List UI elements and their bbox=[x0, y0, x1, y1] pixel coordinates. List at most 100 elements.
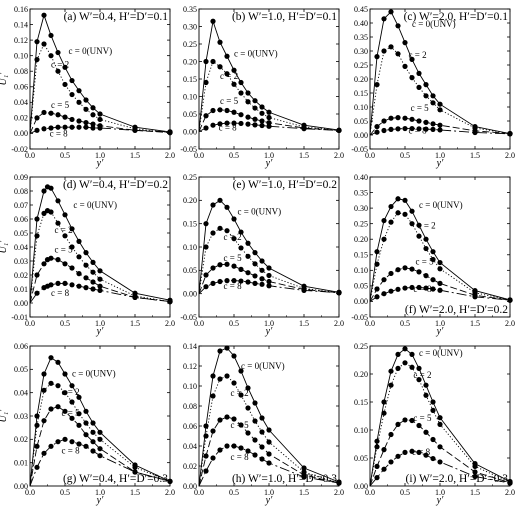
data-point bbox=[55, 404, 61, 410]
data-point bbox=[90, 420, 96, 426]
data-point bbox=[224, 414, 230, 420]
data-point bbox=[217, 197, 223, 203]
data-point bbox=[430, 121, 436, 127]
y-tick-label: 0.14 bbox=[183, 342, 197, 351]
series-annotation: c = 8 bbox=[50, 129, 69, 139]
data-point bbox=[259, 281, 265, 287]
x-axis-label: y′ bbox=[436, 326, 444, 337]
data-point bbox=[437, 259, 443, 266]
data-point bbox=[437, 101, 443, 107]
data-point bbox=[472, 473, 478, 480]
data-point bbox=[55, 198, 61, 204]
y-tick-label: 0.30 bbox=[354, 47, 368, 56]
x-tick-label: 1.0 bbox=[95, 488, 105, 497]
data-point bbox=[374, 286, 380, 292]
y-tick-label: 0.25 bbox=[354, 219, 368, 228]
data-point bbox=[402, 115, 408, 121]
data-point bbox=[266, 278, 272, 285]
series-annotation: c = 5 bbox=[416, 257, 435, 267]
data-point bbox=[245, 99, 251, 105]
data-point bbox=[203, 58, 209, 65]
data-point bbox=[76, 118, 82, 124]
y-tick-label: 0.03 bbox=[14, 257, 28, 266]
y-tick-label: 0.30 bbox=[354, 204, 368, 213]
data-point bbox=[210, 230, 216, 236]
data-point bbox=[381, 118, 387, 124]
plot-frame bbox=[29, 345, 171, 487]
data-point bbox=[416, 118, 422, 124]
data-point bbox=[62, 261, 68, 267]
data-point bbox=[231, 380, 237, 386]
y-tick-label: 0.00 bbox=[183, 289, 197, 298]
data-point bbox=[381, 399, 387, 405]
series-annotation: c = 2 bbox=[418, 220, 436, 230]
x-tick-label: 1.0 bbox=[264, 319, 274, 328]
y-tick-label: 0.10 bbox=[183, 92, 197, 101]
data-point bbox=[266, 439, 272, 445]
data-point bbox=[69, 399, 75, 405]
series-annotation: c = 5 bbox=[411, 103, 430, 113]
data-point bbox=[381, 466, 387, 472]
data-point bbox=[48, 355, 54, 361]
y-tick-label: 0.08 bbox=[14, 187, 28, 196]
data-point bbox=[41, 41, 47, 47]
data-point bbox=[41, 261, 47, 267]
data-point bbox=[224, 107, 230, 114]
x-tick-label: 1.5 bbox=[299, 488, 309, 497]
data-point bbox=[374, 438, 380, 444]
series-annotation: c = 2 bbox=[55, 225, 73, 235]
data-point bbox=[97, 453, 103, 459]
data-point bbox=[132, 127, 138, 133]
data-point bbox=[55, 280, 61, 286]
y-tick-label: 0.12 bbox=[183, 362, 197, 371]
data-point bbox=[132, 464, 138, 470]
data-point bbox=[395, 115, 401, 121]
y-tick-label: 0.15 bbox=[354, 398, 368, 407]
series-annotation: c = 0(UNV) bbox=[69, 46, 113, 56]
data-point bbox=[97, 125, 103, 131]
data-point bbox=[266, 272, 272, 279]
data-point bbox=[381, 447, 387, 453]
y-tick-label: 0.05 bbox=[14, 365, 28, 374]
x-tick-label: 0.5 bbox=[229, 319, 239, 328]
data-point bbox=[423, 285, 429, 291]
data-point bbox=[259, 104, 265, 110]
data-point bbox=[374, 294, 380, 300]
y-tick-label: 0.00 bbox=[14, 482, 28, 491]
data-point bbox=[388, 431, 394, 438]
x-tick-label: 0.5 bbox=[400, 151, 410, 160]
data-point bbox=[388, 44, 394, 50]
series-annotation: c = 2 bbox=[62, 387, 80, 397]
series-annotation: c = 2 bbox=[51, 59, 69, 69]
x-tick-label: 0.5 bbox=[60, 319, 70, 328]
x-axis-label: y′ bbox=[436, 495, 444, 506]
data-point bbox=[97, 429, 103, 435]
y-tick-label: 0.35 bbox=[183, 5, 197, 14]
data-point bbox=[97, 111, 103, 117]
y-tick-label: 0.00 bbox=[14, 299, 28, 308]
y-tick-label: 0.40 bbox=[354, 173, 368, 182]
data-point bbox=[69, 439, 75, 445]
x-tick-label: 0.0 bbox=[25, 151, 35, 160]
data-point bbox=[388, 126, 394, 132]
data-point bbox=[430, 455, 436, 462]
data-point bbox=[437, 122, 443, 128]
y-tick-label: 0.20 bbox=[354, 75, 368, 84]
data-point bbox=[259, 118, 265, 124]
data-point bbox=[231, 353, 237, 359]
data-point bbox=[76, 88, 82, 94]
data-point bbox=[167, 478, 173, 484]
data-point bbox=[203, 453, 209, 459]
data-point bbox=[224, 53, 230, 59]
data-point bbox=[395, 126, 401, 132]
series-line bbox=[369, 46, 511, 136]
y-tick-label: 0.16 bbox=[14, 5, 28, 14]
data-point bbox=[69, 282, 75, 288]
y-tick-label: 0.05 bbox=[183, 266, 197, 275]
data-point bbox=[34, 272, 40, 278]
x-axis-label: y′ bbox=[265, 495, 273, 506]
data-point bbox=[266, 114, 272, 121]
data-point bbox=[34, 56, 40, 63]
data-point bbox=[416, 126, 422, 132]
data-point bbox=[48, 282, 54, 288]
